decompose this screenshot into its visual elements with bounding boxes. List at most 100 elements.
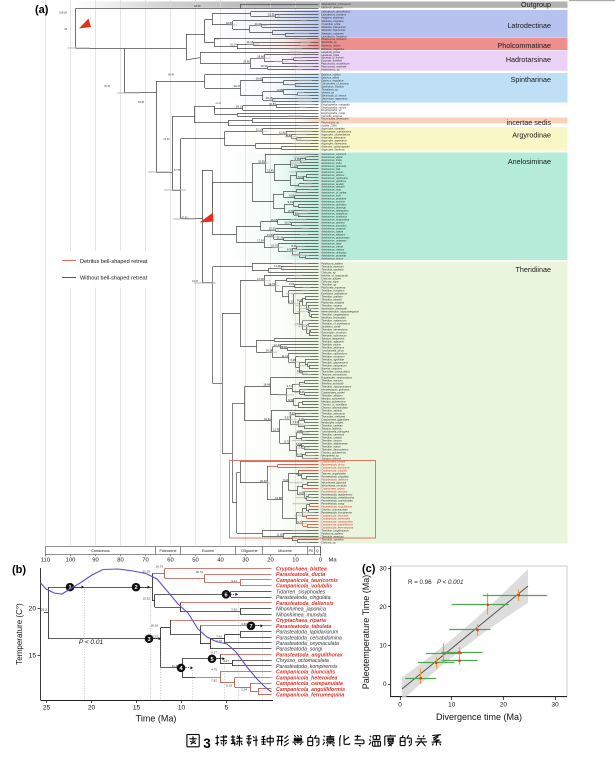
svg-text:Robertus_neglectus: Robertus_neglectus bbox=[321, 47, 345, 51]
svg-text:Euryopis_funebris: Euryopis_funebris bbox=[321, 59, 342, 63]
svg-text:Campanicola_heteroidea: Campanicola_heteroidea bbox=[276, 675, 338, 681]
svg-text:Rhomphaea_metaltissima: Rhomphaea_metaltissima bbox=[321, 129, 352, 133]
svg-text:9.92: 9.92 bbox=[286, 133, 292, 137]
svg-text:Chikunia_nigra: Chikunia_nigra bbox=[321, 279, 339, 283]
svg-text:61.30: 61.30 bbox=[164, 138, 171, 141]
svg-text:108.28: 108.28 bbox=[59, 11, 67, 15]
svg-text:20: 20 bbox=[500, 702, 508, 709]
svg-text:7.52: 7.52 bbox=[292, 211, 298, 215]
svg-text:29.17: 29.17 bbox=[236, 104, 243, 108]
svg-text:15.52: 15.52 bbox=[142, 597, 150, 601]
svg-text:Anelosimus_biwa: Anelosimus_biwa bbox=[320, 242, 342, 246]
svg-text:Stemmops_cf_servus: Stemmops_cf_servus bbox=[321, 93, 347, 97]
svg-text:Paidiscura_pallens: Paidiscura_pallens bbox=[321, 531, 343, 535]
svg-text:Lasaeola_prona: Lasaeola_prona bbox=[321, 50, 340, 54]
svg-text:Crustulina_sticta: Crustulina_sticta bbox=[321, 22, 341, 26]
svg-text:Anelosimus_bali: Anelosimus_bali bbox=[320, 167, 340, 171]
svg-text:80: 80 bbox=[117, 558, 123, 564]
svg-text:Anelosimus_agnar: Anelosimus_agnar bbox=[320, 155, 343, 159]
svg-text:11.82: 11.82 bbox=[276, 532, 283, 536]
svg-text:10.34: 10.34 bbox=[284, 220, 291, 224]
svg-text:Episinus_nubilus: Episinus_nubilus bbox=[321, 72, 341, 76]
svg-text:10: 10 bbox=[178, 705, 186, 712]
svg-text:7: 7 bbox=[249, 624, 252, 630]
svg-text:Thymoites_melloteei: Thymoites_melloteei bbox=[321, 414, 345, 418]
svg-text:5.77: 5.77 bbox=[297, 520, 303, 524]
svg-text:17.08: 17.08 bbox=[257, 277, 264, 281]
svg-text:Yunohamella_lyrica: Yunohamella_lyrica bbox=[321, 348, 344, 352]
svg-text:Rugathodes_sexpunctatus: Rugathodes_sexpunctatus bbox=[321, 375, 352, 379]
svg-text:Thymoites_unimaculatus: Thymoites_unimaculatus bbox=[321, 369, 350, 373]
svg-text:24.47: 24.47 bbox=[234, 84, 241, 88]
svg-text:Oligocene: Oligocene bbox=[241, 549, 257, 553]
svg-text:Theridion_californicum: Theridion_californicum bbox=[321, 351, 348, 355]
svg-text:Chrosiothes_cf_jocosus: Chrosiothes_cf_jocosus bbox=[321, 81, 349, 85]
svg-text:Chrysso_octomaculata: Chrysso_octomaculata bbox=[321, 507, 348, 511]
svg-text:Exalbidion_pallisterum: Exalbidion_pallisterum bbox=[321, 291, 348, 295]
svg-text:Parasteatoda_daliensis: Parasteatoda_daliensis bbox=[321, 477, 349, 481]
svg-text:Anelosimus_tungurahua: Anelosimus_tungurahua bbox=[320, 218, 350, 222]
svg-text:Theridion_hemerobium: Theridion_hemerobium bbox=[321, 327, 349, 331]
svg-text:Neottiura_bimaculata: Neottiura_bimaculata bbox=[321, 315, 346, 319]
svg-text:Lasaeola_tristis: Lasaeola_tristis bbox=[321, 53, 340, 57]
svg-text:Latrodectus_mactans: Latrodectus_mactans bbox=[321, 13, 347, 17]
svg-text:Audifia_238A: Audifia_238A bbox=[320, 124, 337, 128]
svg-text:Detritus bell-shaped retreat: Detritus bell-shaped retreat bbox=[80, 259, 148, 265]
svg-text:9.21: 9.21 bbox=[283, 478, 289, 482]
svg-text:Argyrodes_fissifrons: Argyrodes_fissifrons bbox=[320, 147, 345, 151]
svg-text:12.99: 12.99 bbox=[273, 428, 280, 432]
svg-text:Tekellina_archboldi: Tekellina_archboldi bbox=[321, 381, 344, 385]
svg-text:23.2: 23.2 bbox=[41, 608, 47, 612]
svg-text:Episinus_sp: Episinus_sp bbox=[321, 99, 336, 103]
svg-text:Argyrodes_flavescens: Argyrodes_flavescens bbox=[320, 141, 347, 145]
svg-text:Chikunia_albipes: Chikunia_albipes bbox=[321, 276, 341, 280]
svg-text:17.54: 17.54 bbox=[257, 238, 264, 242]
svg-text:13.27: 13.27 bbox=[269, 226, 276, 230]
svg-text:Latrodectus_hesperus: Latrodectus_hesperus bbox=[321, 34, 347, 38]
svg-text:10: 10 bbox=[292, 558, 298, 564]
svg-text:Parasteatoda_tabulata: Parasteatoda_tabulata bbox=[321, 489, 348, 493]
svg-text:20: 20 bbox=[88, 705, 96, 712]
svg-text:Hadrotarsinae: Hadrotarsinae bbox=[506, 55, 551, 64]
svg-text:11.48: 11.48 bbox=[274, 264, 281, 268]
svg-text:Phylloneta_impressa: Phylloneta_impressa bbox=[321, 285, 346, 289]
svg-text:Robertus_lividus: Robertus_lividus bbox=[321, 44, 341, 48]
svg-text:3.92: 3.92 bbox=[231, 608, 237, 612]
svg-text:Hentziectypus_globosus: Hentziectypus_globosus bbox=[321, 387, 350, 391]
svg-text:Theridion_varietas: Theridion_varietas bbox=[321, 423, 343, 427]
svg-text:Theridiinae: Theridiinae bbox=[515, 265, 551, 274]
svg-text:Phoroncidia_americana: Phoroncidia_americana bbox=[321, 116, 349, 120]
svg-text:38.52: 38.52 bbox=[214, 39, 220, 41]
svg-text:Anelosimus_analyticus: Anelosimus_analyticus bbox=[320, 212, 348, 216]
svg-text:Phoroncidia_sp: Phoroncidia_sp bbox=[321, 120, 339, 124]
svg-text:13.23: 13.23 bbox=[150, 635, 158, 639]
svg-text:Tidarren_sisyphoides: Tidarren_sisyphoides bbox=[321, 471, 346, 475]
svg-text:Parasteatoda_celsabdomina: Parasteatoda_celsabdomina bbox=[276, 635, 342, 641]
svg-text:Q: Q bbox=[316, 549, 319, 553]
svg-text:Campanicola_ferrumequina: Campanicola_ferrumequina bbox=[276, 693, 344, 699]
svg-text:Paleocene: Paleocene bbox=[160, 549, 177, 553]
svg-text:12.32: 12.32 bbox=[280, 345, 287, 349]
svg-text:Parasteatoda_lapidariorum: Parasteatoda_lapidariorum bbox=[276, 630, 339, 636]
svg-text:Anelosimus_onteyasu: Anelosimus_onteyasu bbox=[320, 239, 347, 243]
svg-text:3.76: 3.76 bbox=[216, 639, 222, 643]
svg-text:Anelosimus_rupununi: Anelosimus_rupununi bbox=[320, 152, 346, 156]
svg-text:6.16: 6.16 bbox=[297, 298, 303, 302]
svg-text:Sardinidion_blackwalli: Sardinidion_blackwalli bbox=[321, 306, 347, 310]
svg-text:16.08: 16.08 bbox=[271, 218, 278, 222]
svg-text:Theridion_glaucescens: Theridion_glaucescens bbox=[321, 360, 348, 364]
svg-text:Anelosimus_dubiosus: Anelosimus_dubiosus bbox=[320, 203, 347, 207]
svg-text:Theridion_pinastri: Theridion_pinastri bbox=[321, 297, 342, 301]
svg-text:4.21: 4.21 bbox=[231, 579, 237, 583]
svg-text:Theridion_attritum: Theridion_attritum bbox=[321, 408, 343, 412]
svg-text:Stemmops_nipponicus: Stemmops_nipponicus bbox=[321, 96, 348, 100]
svg-text:Tidarren_sisyphoides: Tidarren_sisyphoides bbox=[276, 589, 326, 595]
svg-text:9.33: 9.33 bbox=[288, 398, 294, 402]
svg-text:Theridion_orlando: Theridion_orlando bbox=[321, 435, 342, 439]
svg-text:Episinus_angulatus: Episinus_angulatus bbox=[321, 78, 344, 82]
svg-text:Phycosoma_mustelinum: Phycosoma_mustelinum bbox=[321, 62, 350, 66]
svg-text:Anelosimus_studiosus: Anelosimus_studiosus bbox=[320, 215, 348, 219]
svg-text:Enoplognatha_margarita: Enoplognatha_margarita bbox=[321, 102, 350, 106]
svg-text:43.47: 43.47 bbox=[192, 280, 199, 283]
svg-text:Anelosimus_elegans: Anelosimus_elegans bbox=[320, 233, 346, 237]
